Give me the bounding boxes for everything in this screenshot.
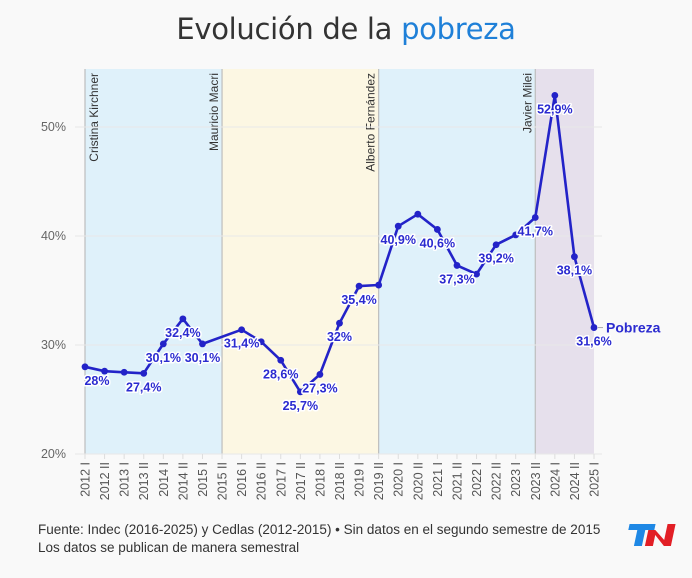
data-label: 37,3% (439, 272, 474, 286)
period-label: Cristina Kirchner (87, 73, 101, 162)
x-tick-label: 2021 II (450, 462, 464, 500)
data-point (238, 326, 246, 334)
frequency-note: Los datos se publican de manera semestra… (38, 540, 300, 555)
title-prefix: Evolución de la (176, 12, 402, 46)
data-point (101, 367, 108, 375)
data-point (473, 270, 480, 278)
data-point (296, 388, 304, 396)
x-tick-label: 2012 I (79, 462, 93, 497)
data-point (81, 363, 89, 371)
data-point (277, 356, 285, 364)
data-label: 39,2% (478, 252, 513, 266)
data-label: 28% (84, 374, 109, 388)
series-label: Pobreza (606, 320, 661, 336)
data-label: 40,9% (381, 233, 416, 247)
x-tick-label: 2018 I (313, 462, 327, 497)
data-point (453, 262, 461, 269)
data-label: 52,9% (537, 102, 572, 116)
x-tick-label: 2013 II (137, 462, 151, 500)
x-tick-label: 2022 I (470, 462, 484, 497)
x-tick-label: 2025 I (588, 462, 602, 497)
data-point (257, 338, 265, 346)
data-label: 32% (327, 330, 352, 344)
data-point (179, 315, 187, 323)
data-point (336, 319, 343, 327)
data-point (159, 340, 167, 348)
data-point (140, 369, 148, 377)
data-label: 38,1% (557, 264, 592, 278)
data-point (355, 282, 363, 290)
data-point (394, 222, 402, 230)
x-tick-label: 2016 II (255, 462, 269, 500)
period-label: Javier Milei (520, 73, 534, 133)
data-point (551, 91, 559, 99)
data-point (433, 226, 441, 233)
data-point (199, 340, 206, 348)
data-point (316, 371, 324, 378)
x-tick-label: 2012 II (98, 462, 112, 500)
x-tick-label: 2017 I (274, 462, 288, 497)
data-label: 30,1% (146, 351, 181, 365)
x-tick-label: 2016 I (235, 462, 249, 497)
x-tick-label: 2013 I (118, 462, 132, 497)
data-label: 28,6% (263, 367, 298, 381)
data-point (571, 253, 578, 261)
data-label: 35,4% (341, 293, 376, 307)
period-band (85, 69, 223, 454)
data-label: 27,3% (302, 381, 337, 395)
x-tick-label: 2017 II (294, 462, 308, 500)
x-tick-label: 2020 II (411, 462, 425, 500)
data-label: 27,4% (126, 380, 161, 394)
data-point (531, 214, 539, 221)
data-point (590, 324, 598, 331)
period-band (378, 69, 536, 454)
data-point (120, 368, 128, 376)
title-highlight: pobreza (401, 12, 516, 46)
source-note: Fuente: Indec (2016-2025) y Cedlas (2012… (38, 522, 601, 537)
y-tick-label: 40% (41, 229, 66, 243)
x-tick-label: 2024 II (568, 462, 582, 500)
data-point (492, 241, 500, 249)
data-label: 31,4% (224, 337, 259, 351)
x-tick-label: 2019 I (353, 462, 367, 497)
data-label: 32,4% (165, 326, 200, 340)
x-tick-label: 2015 II (216, 462, 230, 500)
y-tick-label: 20% (41, 447, 66, 461)
data-label: 30,1% (185, 351, 220, 365)
data-label: 25,7% (283, 399, 318, 413)
data-label: 41,7% (518, 224, 553, 238)
data-point (414, 210, 422, 218)
x-tick-label: 2021 I (431, 462, 445, 497)
period-label: Mauricio Macri (207, 73, 221, 151)
period-label: Alberto Fernández (364, 73, 378, 172)
data-label: 31,6% (576, 335, 611, 349)
x-tick-label: 2024 I (548, 462, 562, 497)
x-tick-label: 2018 II (333, 462, 347, 500)
x-tick-label: 2023 I (509, 462, 523, 497)
y-tick-label: 30% (41, 338, 66, 352)
x-tick-label: 2019 II (372, 462, 386, 500)
tn-logo (628, 524, 676, 546)
data-point (375, 281, 383, 289)
x-tick-label: 2023 II (529, 462, 543, 500)
chart-footer: Fuente: Indec (2016-2025) y Cedlas (2012… (38, 521, 600, 557)
data-point (512, 231, 520, 239)
y-tick-label: 50% (41, 120, 66, 134)
chart-title: Evolución de la pobreza (0, 12, 692, 46)
x-tick-label: 2014 I (157, 462, 171, 497)
data-label: 40,6% (420, 236, 455, 250)
period-band (535, 69, 594, 454)
x-tick-label: 2015 I (196, 462, 210, 497)
x-tick-label: 2020 I (392, 462, 406, 497)
x-tick-label: 2014 II (176, 462, 190, 500)
series-line-pobreza (84, 94, 596, 394)
x-tick-label: 2022 II (490, 462, 504, 500)
